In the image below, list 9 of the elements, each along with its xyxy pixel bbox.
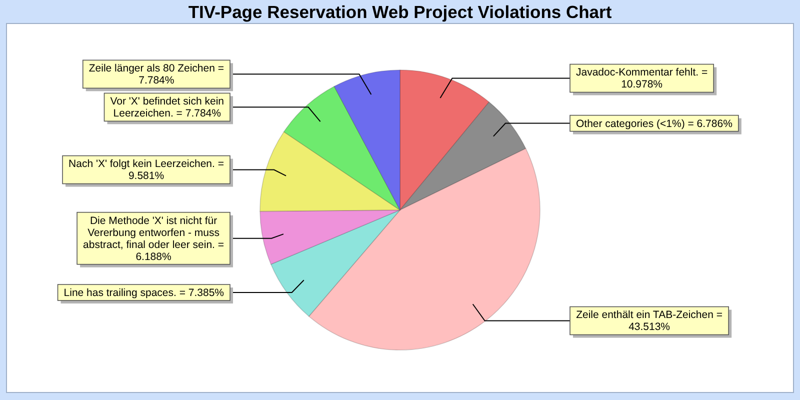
chart-title: TIV-Page Reservation Web Project Violations Chart <box>188 2 612 22</box>
slice-label: Nach 'X' folgt kein Leerzeichen. = 9.581% <box>68 158 224 182</box>
slice-label: Zeile enthält ein TAB-Zeichen = 43.513% <box>576 309 722 334</box>
slice-label: Javadoc-Kommentar fehlt. = 10.978% <box>576 66 708 91</box>
slice-label: Vor 'X' befindet sich kein Leerzeichen. = 7.784% <box>110 96 224 120</box>
slice-label: Die Methode 'X' ist nicht für Vererbung entworfen - muss abstract, final oder leer sein. = 6.188% <box>83 214 224 263</box>
slice-label: Line has trailing spaces. = 7.385% <box>64 287 224 299</box>
slice-label: Other categories (<1%) = 6.786% <box>576 118 732 130</box>
slice-label: Zeile länger als 80 Zeichen = 7.784% <box>88 62 224 87</box>
